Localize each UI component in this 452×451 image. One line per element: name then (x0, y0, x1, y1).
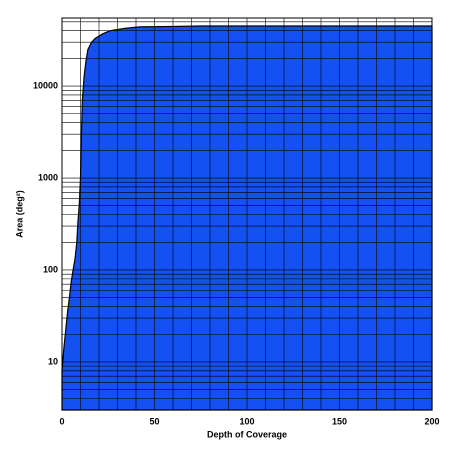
y-axis-label: Area (deg²) (14, 190, 24, 238)
x-tick-label: 100 (239, 416, 254, 426)
y-tick-label: 100 (43, 264, 58, 274)
x-tick-label: 0 (59, 416, 64, 426)
x-tick-label: 150 (332, 416, 347, 426)
y-tick-label: 1000 (38, 172, 58, 182)
y-tick-label: 10 (48, 356, 58, 366)
x-tick-label: 50 (149, 416, 159, 426)
x-axis-label: Depth of Coverage (207, 429, 287, 439)
x-tick-label: 200 (424, 416, 439, 426)
y-tick-label: 10000 (33, 80, 58, 90)
plot-frame (61, 17, 433, 411)
